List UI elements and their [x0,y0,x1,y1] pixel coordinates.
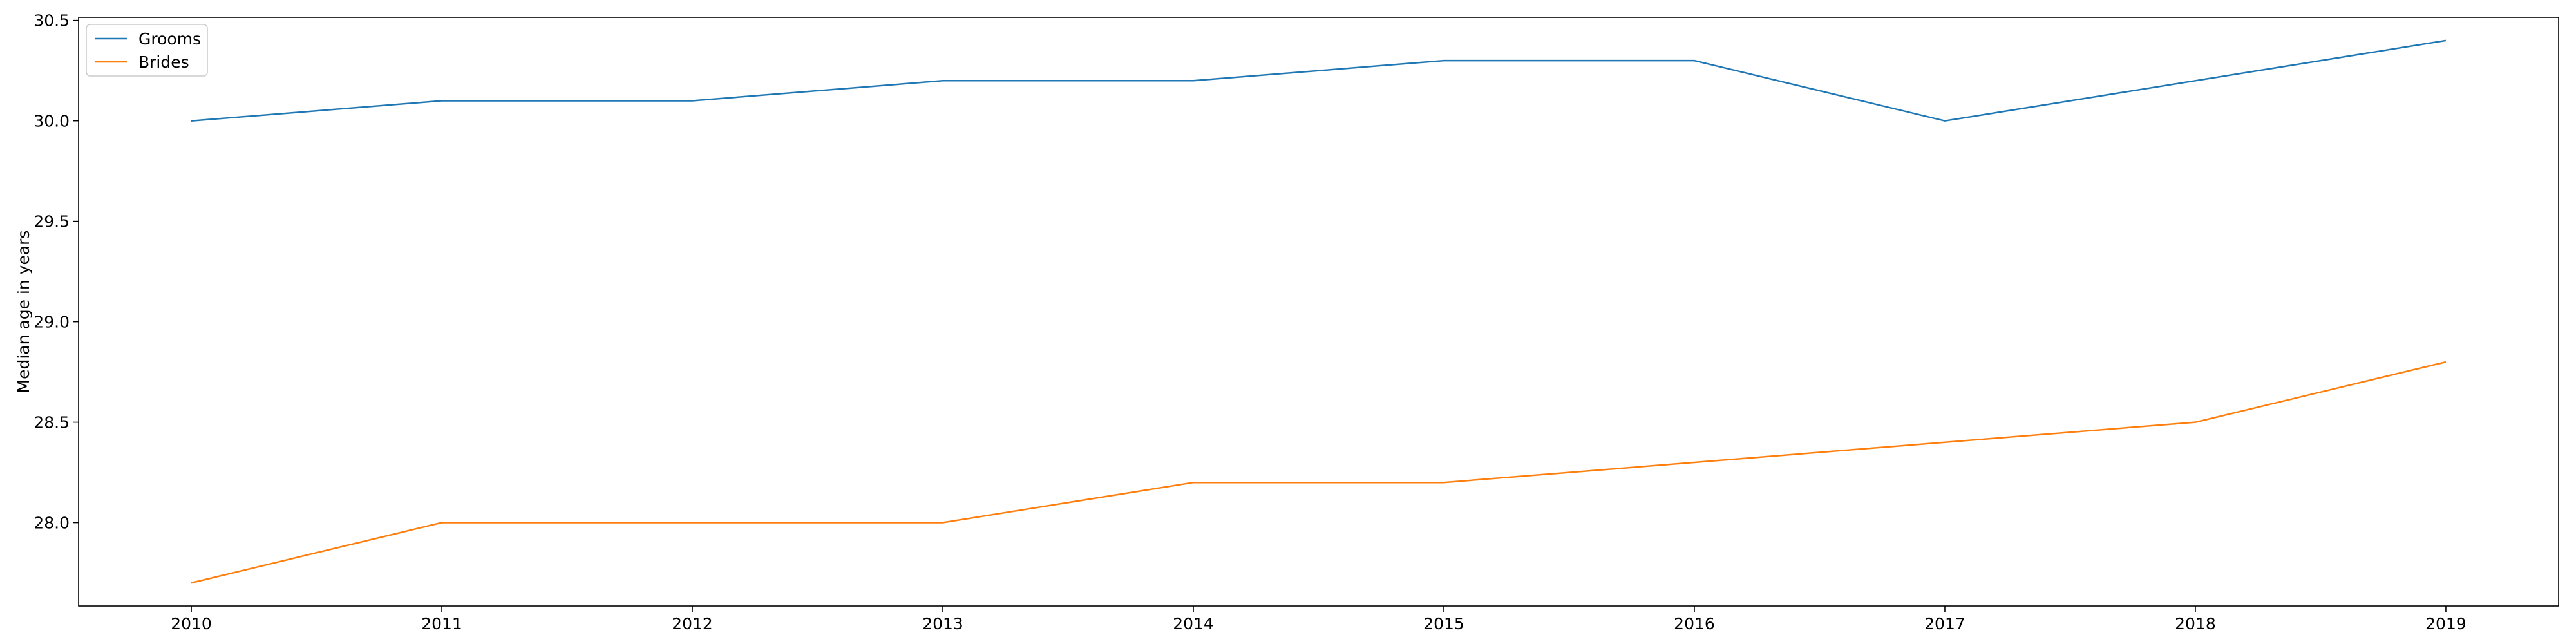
y-tick-label: 28.0 [33,514,70,533]
plot-area [78,17,2559,607]
x-axis: 2010 2011 2012 2013 2014 2015 2016 2017 2018 2019 [171,606,2467,633]
x-tick-label: 2016 [1674,614,1715,633]
y-axis: 28.0 28.5 29.0 29.5 30.0 30.5 [33,12,79,533]
x-tick-label: 2011 [421,614,462,633]
y-axis-label: Median age in years [14,231,33,393]
y-tick-label: 30.0 [33,112,70,131]
legend-label-brides: Brides [138,53,189,71]
x-tick-label: 2013 [922,614,963,633]
y-tick-label: 30.5 [33,12,70,30]
legend: Grooms Brides [86,24,208,77]
x-tick-label: 2010 [171,614,212,633]
legend-box [86,24,208,77]
x-tick-label: 2017 [1924,614,1965,633]
x-tick-label: 2019 [2425,614,2467,633]
x-tick-label: 2014 [1173,614,1214,633]
y-tick-label: 29.0 [33,313,70,332]
x-tick-label: 2015 [1423,614,1464,633]
y-tick-label: 28.5 [33,413,70,432]
legend-label-grooms: Grooms [138,30,201,48]
series-line-grooms [191,39,2447,122]
x-tick-label: 2012 [672,614,713,633]
y-tick-label: 29.5 [33,213,70,231]
series-lines [191,39,2447,584]
series-line-brides [191,361,2447,584]
x-tick-label: 2018 [2175,614,2216,633]
